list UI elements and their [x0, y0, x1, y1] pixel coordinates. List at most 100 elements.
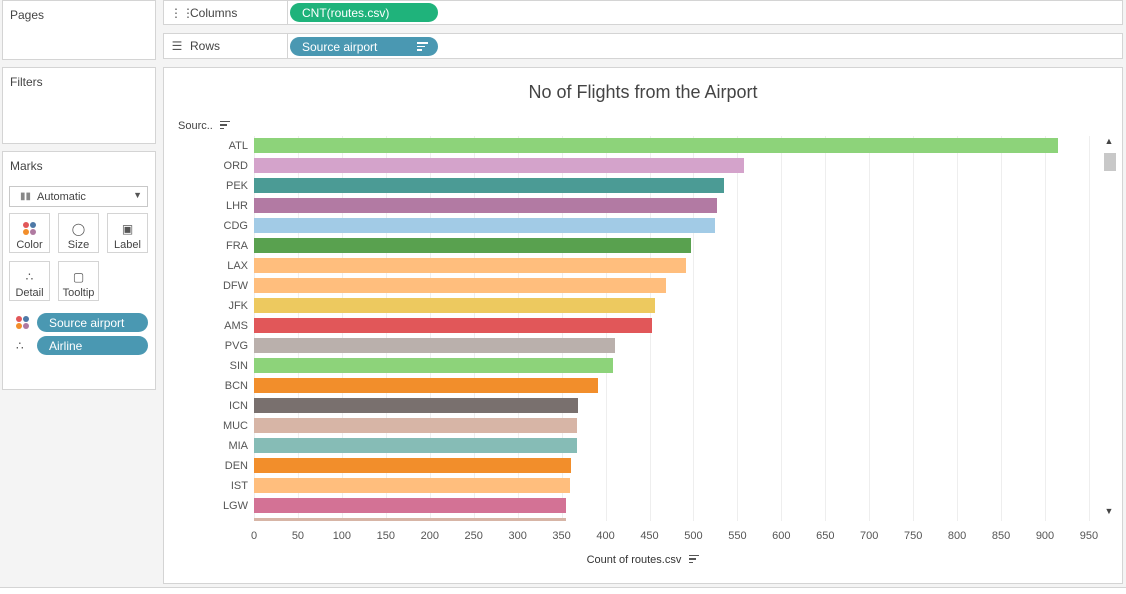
- category-label[interactable]: JFK: [228, 300, 248, 312]
- x-axis-title[interactable]: Count of routes.csv: [164, 554, 1122, 566]
- scroll-up-icon[interactable]: ▲: [1104, 136, 1114, 146]
- marks-title: Marks: [10, 159, 43, 173]
- columns-icon: ⋮⋮: [170, 5, 194, 20]
- bar-icn[interactable]: [254, 398, 579, 413]
- sort-descending-icon[interactable]: [417, 42, 428, 53]
- tooltip-button[interactable]: ▢ Tooltip: [58, 261, 99, 301]
- rows-shelf[interactable]: ☰ Rows Source airport: [163, 33, 1123, 59]
- bar-partial[interactable]: [254, 518, 566, 521]
- gridline: [913, 136, 915, 521]
- row-header[interactable]: Sourc..: [178, 120, 230, 132]
- category-label[interactable]: DFW: [222, 280, 248, 292]
- category-label[interactable]: PEK: [225, 180, 248, 192]
- marks-field-detail: ∴ Airline: [13, 336, 153, 355]
- color-button[interactable]: Color: [9, 213, 50, 253]
- x-tick-label: 700: [860, 530, 879, 542]
- category-label[interactable]: LGW: [222, 500, 248, 512]
- category-label[interactable]: MIA: [228, 440, 248, 452]
- bar-fra[interactable]: [254, 238, 691, 253]
- bar-lgw[interactable]: [254, 498, 566, 513]
- bar-cdg[interactable]: [254, 218, 715, 233]
- x-tick-label: 0: [250, 530, 258, 542]
- scroll-thumb[interactable]: [1104, 153, 1116, 171]
- x-tick-label: 450: [640, 530, 659, 542]
- category-label[interactable]: SIN: [229, 360, 248, 372]
- category-label[interactable]: CDG: [223, 220, 248, 232]
- category-label[interactable]: LAX: [227, 260, 248, 272]
- airline-detail-pill[interactable]: Airline: [37, 336, 148, 355]
- bar-dfw[interactable]: [254, 278, 667, 293]
- bar-pvg[interactable]: [254, 338, 616, 353]
- bar-ist[interactable]: [254, 478, 570, 493]
- x-tick-label: 800: [947, 530, 967, 542]
- bar-pek[interactable]: [254, 178, 725, 193]
- pill-label: CNT(routes.csv): [302, 5, 390, 20]
- x-axis-title-text: Count of routes.csv: [586, 554, 682, 566]
- category-label[interactable]: LHR: [225, 200, 248, 212]
- bar-muc[interactable]: [254, 418, 577, 433]
- gridline: [1088, 136, 1090, 521]
- detail-icon: ∴: [25, 270, 34, 284]
- category-label[interactable]: ORD: [223, 160, 248, 172]
- columns-shelf[interactable]: ⋮⋮ Columns CNT(routes.csv): [163, 0, 1123, 25]
- scroll-down-icon[interactable]: ▼: [1104, 506, 1114, 516]
- bar-ord[interactable]: [254, 158, 745, 173]
- detail-button[interactable]: ∴ Detail: [9, 261, 50, 301]
- category-label[interactable]: DEN: [224, 460, 248, 472]
- cnt-routes-pill[interactable]: CNT(routes.csv): [290, 3, 438, 22]
- sort-icon[interactable]: [219, 120, 230, 132]
- bar-ams[interactable]: [254, 318, 653, 333]
- bar-lax[interactable]: [254, 258, 687, 273]
- source-airport-rows-pill[interactable]: Source airport: [290, 37, 438, 56]
- category-label[interactable]: IST: [230, 480, 248, 492]
- category-label[interactable]: MUC: [222, 420, 248, 432]
- bar-den[interactable]: [254, 458, 572, 473]
- color-button-label: Color: [16, 239, 43, 251]
- x-tick-label: 50: [291, 530, 305, 542]
- mark-type-dropdown[interactable]: ▮▮ Automatic ▼: [9, 186, 148, 207]
- x-tick-label: 100: [332, 530, 352, 542]
- category-label[interactable]: ATL: [228, 140, 248, 152]
- gridline: [1045, 136, 1046, 521]
- filters-title: Filters: [10, 75, 43, 89]
- gridline: [781, 136, 783, 521]
- rows-icon: ☰: [171, 39, 183, 53]
- x-tick-label: 650: [816, 530, 835, 542]
- filters-panel[interactable]: Filters: [2, 67, 156, 144]
- detail-button-label: Detail: [15, 287, 44, 299]
- pill-label: Source airport: [302, 39, 378, 54]
- bar-mia[interactable]: [254, 438, 577, 453]
- label-button[interactable]: ▣ Label: [107, 213, 148, 253]
- columns-label-text: Columns: [190, 5, 238, 20]
- gridline: [737, 136, 739, 521]
- marks-card: Marks ▮▮ Automatic ▼ Color ◯ Size ▣ Labe…: [2, 151, 156, 390]
- x-tick-label: 350: [552, 530, 571, 542]
- category-label[interactable]: PVG: [224, 340, 248, 352]
- x-tick-label: 400: [596, 530, 615, 542]
- rows-shelf-label: ☰ Rows: [164, 34, 288, 58]
- bar-lhr[interactable]: [254, 198, 718, 213]
- size-button[interactable]: ◯ Size: [58, 213, 99, 253]
- category-label[interactable]: ICN: [229, 400, 248, 412]
- marks-field-color: Source airport: [13, 313, 153, 332]
- category-label[interactable]: AMS: [224, 320, 248, 332]
- sort-icon[interactable]: [689, 554, 700, 566]
- row-header-label: Sourc..: [178, 120, 213, 132]
- chevron-down-icon: ▼: [133, 190, 142, 200]
- x-tick-label: 200: [420, 530, 439, 542]
- bar-sin[interactable]: [254, 358, 613, 373]
- chart-title: No of Flights from the Airport: [528, 82, 758, 102]
- label-icon: ▣: [121, 222, 134, 236]
- bar-bcn[interactable]: [254, 378, 598, 393]
- label-button-label: Label: [114, 239, 141, 251]
- source-airport-color-pill[interactable]: Source airport: [37, 313, 148, 332]
- x-tick-label: 850: [991, 530, 1011, 542]
- category-label[interactable]: FRA: [226, 240, 248, 252]
- bar-atl[interactable]: [254, 138, 1059, 153]
- gridline: [693, 136, 695, 521]
- category-label[interactable]: BCN: [224, 380, 248, 392]
- bar-jfk[interactable]: [254, 298, 655, 313]
- gridline: [869, 136, 871, 521]
- vertical-scrollbar[interactable]: ▲ ▼: [1102, 136, 1116, 522]
- bar-mark-icon: ▮▮: [20, 191, 32, 202]
